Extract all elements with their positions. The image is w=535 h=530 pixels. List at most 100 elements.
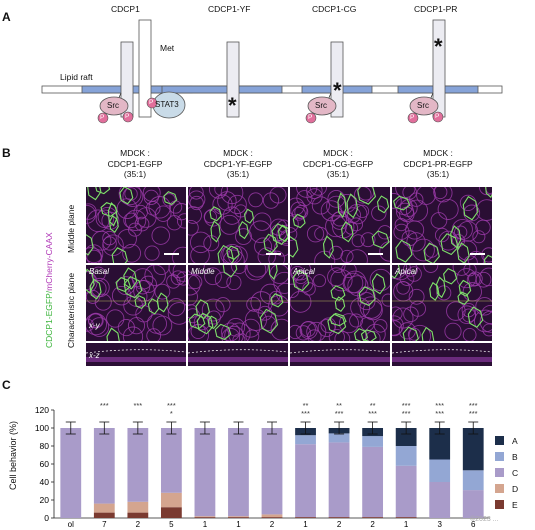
membrane-outline (406, 266, 422, 282)
phosphate-label: P (410, 114, 415, 121)
xz-image (188, 343, 288, 366)
egfp-cell-outline (222, 265, 238, 278)
membrane-outline (360, 232, 376, 248)
bar-segment-e (127, 512, 149, 518)
significance-mark: *** (469, 401, 478, 410)
membrane-outline (399, 271, 415, 286)
membrane-outline (403, 265, 418, 277)
membrane-outline (273, 271, 288, 294)
legend-label: B (512, 452, 518, 462)
membrane-outline (461, 308, 476, 323)
membrane-outline (188, 187, 204, 200)
egfp-cell-outline (395, 239, 413, 263)
significance-mark: * (170, 409, 173, 418)
egfp-cell-outline (277, 224, 288, 243)
bar-segment-c (93, 428, 115, 504)
membrane-outline (292, 206, 306, 221)
header-line: MDCK : (120, 148, 150, 158)
egfp-cell-outline (147, 298, 160, 315)
membrane-outline (341, 265, 357, 278)
egfp-cell-outline (238, 220, 249, 240)
membrane-outline (402, 187, 417, 200)
phosphate (146, 97, 158, 109)
significance-mark: *** (402, 401, 411, 410)
category-label: 3 (437, 520, 442, 529)
bar-segment-d (261, 514, 283, 518)
membrane-outline (215, 297, 231, 313)
membrane-outline (206, 310, 221, 325)
micrograph-characteristic-plane-2: Middle (188, 265, 288, 341)
egfp-cell-outline (346, 193, 359, 219)
src-label: Src (107, 101, 119, 110)
header-line: CDCP1-YF-EGFP (203, 158, 273, 169)
membrane-outline (349, 313, 364, 328)
y-tick-label: 20 (40, 495, 50, 505)
membrane-outline (290, 227, 298, 242)
bar-segment-e (228, 517, 249, 518)
panel-b-letter: B (2, 146, 11, 160)
egfp-cell-outline (402, 326, 419, 341)
micrograph-image (86, 265, 186, 341)
membrane-outline (371, 205, 387, 221)
row-label-middle-plane: Middle plane (66, 204, 76, 253)
egfp-cell-outline (209, 206, 222, 222)
membrane-outline (244, 265, 267, 281)
membrane-outline (463, 255, 478, 263)
membrane-outline (392, 315, 404, 336)
egfp-cell-outline (195, 299, 210, 320)
significance-mark: *** (402, 409, 411, 418)
met-receptor (138, 19, 152, 118)
y-tick-label: 100 (35, 423, 49, 433)
legend-swatch (495, 452, 504, 461)
egfp-cell-outline (376, 195, 390, 214)
membrane-outline (144, 245, 160, 261)
significance-mark: *** (100, 401, 109, 410)
legend-label: E (512, 500, 518, 510)
membrane-outline (95, 209, 115, 229)
micrograph-middle-plane-3 (290, 187, 390, 263)
membrane-outline (176, 213, 186, 229)
egfp-cell-outline (322, 235, 334, 259)
construct-label-cdcp1-yf: CDCP1-YF (208, 4, 251, 14)
membrane-outline (89, 317, 110, 337)
xz-image (290, 343, 390, 366)
membrane-outline (252, 212, 272, 231)
membrane-outline (132, 268, 154, 290)
xz-image (86, 343, 186, 366)
membrane-outline (235, 228, 252, 245)
bar-segment-b (395, 446, 417, 466)
membrane-outline (257, 247, 276, 263)
phosphate-label: P (100, 114, 105, 121)
membrane-outline (475, 219, 491, 236)
phosphate-label: P (308, 114, 313, 121)
egfp-cell-outline (259, 308, 279, 334)
egfp-cell-outline (392, 265, 401, 279)
membrane-outline (172, 203, 186, 221)
column-header-cdcp1-yf: MDCK : CDCP1-YF-EGFP (35:1) (190, 148, 286, 180)
egfp-cell-outline (357, 187, 377, 205)
membrane-outline (392, 306, 403, 321)
membrane-outline (246, 296, 261, 312)
egfp-cell-outline (292, 213, 306, 229)
membrane-outline (379, 241, 390, 262)
xz-section-2 (188, 343, 288, 366)
header-line: (35:1) (426, 169, 450, 179)
membrane-outline (290, 215, 299, 233)
membrane-outline (127, 317, 146, 335)
bar-segment-c (395, 465, 417, 518)
membrane-outline (117, 229, 137, 249)
header-line: MDCK : (423, 148, 453, 158)
membrane-outline (393, 223, 410, 240)
membrane-outline (407, 327, 421, 341)
membrane-outline (268, 250, 286, 263)
egfp-cell-outline (134, 295, 147, 310)
bar-segment-c (429, 482, 451, 518)
bar-segment-b (362, 436, 384, 447)
phosphate (122, 111, 134, 123)
egfp-cell-outline (163, 191, 178, 206)
membrane-outline (377, 225, 390, 240)
legend-label: C (512, 468, 519, 478)
bar-segment-b (462, 470, 484, 491)
src-label: Src (315, 101, 327, 110)
xy-tag: x-y (89, 321, 100, 330)
